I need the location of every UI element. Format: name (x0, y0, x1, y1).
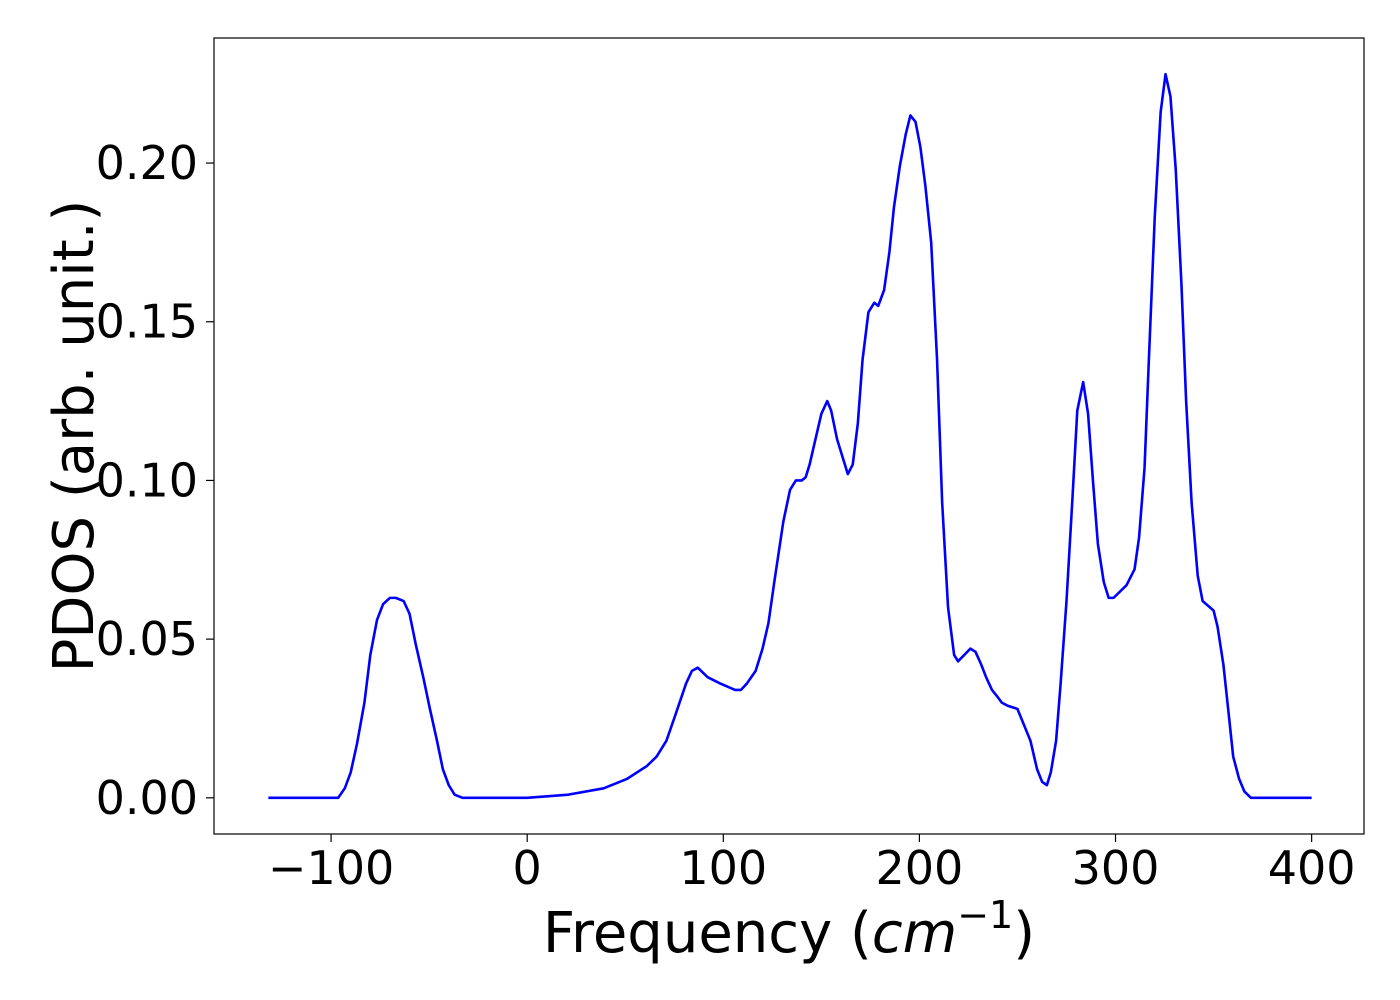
x-label-unit: cm (872, 901, 957, 966)
y-tick-label: 0.20 (96, 136, 198, 190)
x-tick-label: 200 (876, 841, 964, 895)
y-axis-label: PDOS (arb. unit.) (42, 200, 107, 673)
plot-frame (213, 37, 1365, 835)
x-axis-label: Frequency (cm−1) (543, 893, 1035, 966)
data-line (268, 72, 1312, 800)
x-label-exponent: −1 (957, 893, 1013, 937)
y-tick-label: 0.05 (96, 612, 198, 666)
y-tick-label: 0.15 (96, 295, 198, 349)
y-tick-label: 0.10 (96, 453, 198, 507)
x-tick-label: 100 (679, 841, 767, 895)
x-tick-label: −100 (268, 841, 394, 895)
x-label-text: Frequency ( (543, 901, 872, 966)
x-tick-label: 0 (513, 841, 542, 895)
y-tick-label: 0.00 (96, 771, 198, 825)
x-tick-label: 400 (1268, 841, 1356, 895)
x-tick-label: 300 (1072, 841, 1160, 895)
x-label-text: ) (1013, 901, 1035, 966)
